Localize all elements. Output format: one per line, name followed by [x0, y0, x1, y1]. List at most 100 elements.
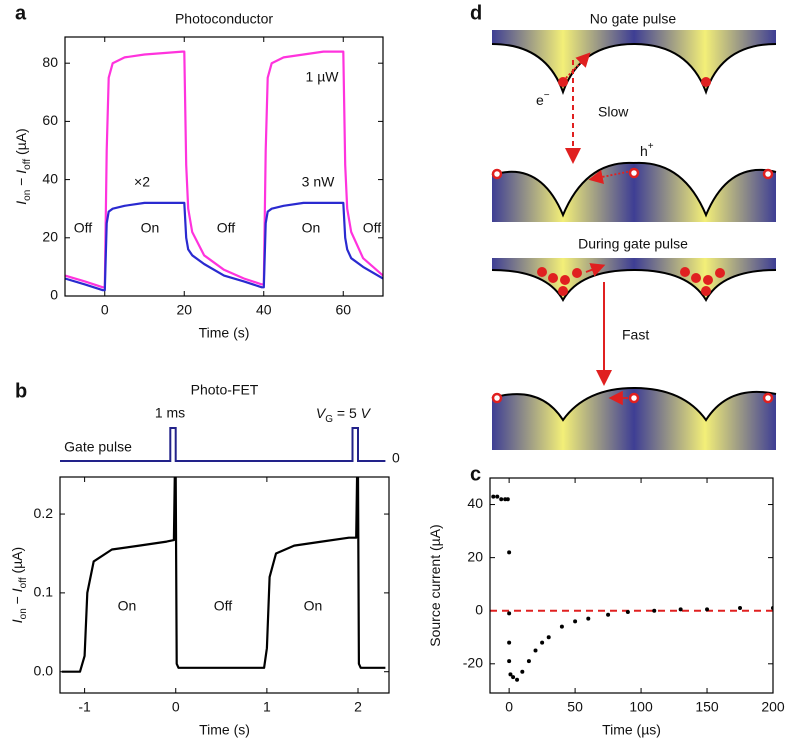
y-axis-label: Ion − Ioff (µA): [13, 128, 33, 204]
panel-label: a: [15, 2, 27, 24]
gate-pulse: [60, 427, 386, 462]
x-tick-label: 20: [176, 302, 192, 318]
point: [573, 619, 578, 624]
text-part: V: [361, 405, 372, 421]
x-tick-label: 100: [629, 699, 653, 715]
panel-label: b: [15, 380, 27, 402]
diagram-panel: d No gate pulse e− Slow h+ During gate p…: [470, 2, 777, 450]
band-edge: [491, 268, 777, 303]
text-part: V: [316, 405, 327, 421]
chart-title: Photoconductor: [175, 11, 273, 27]
hole: [628, 392, 640, 404]
text-part: (µA): [13, 128, 29, 159]
point: [507, 550, 512, 555]
x-tick-label: -1: [78, 699, 91, 715]
point: [507, 611, 512, 616]
y-tick-label: 0: [50, 287, 58, 303]
electron-cluster: [537, 267, 725, 296]
electron: [558, 77, 568, 87]
x-tick-label: 40: [256, 302, 272, 318]
state-title: During gate pulse: [578, 236, 688, 252]
band: [492, 388, 776, 450]
arrow: [585, 263, 606, 277]
x-tick-label: 0: [172, 699, 180, 715]
plot-area: [490, 494, 773, 682]
point: [586, 616, 591, 621]
x-tick-label: 0: [505, 699, 513, 715]
annotation: On: [118, 598, 137, 614]
slow-label: Slow: [598, 104, 629, 120]
annotation: On: [302, 220, 321, 236]
plot-area: [61, 477, 386, 673]
y-tick-label: 20: [467, 548, 483, 564]
electron: [701, 77, 711, 87]
y-tick-label: 0.1: [34, 584, 54, 600]
point: [606, 612, 611, 617]
y-tick-label: 40: [467, 495, 483, 511]
series-label: 3 nW: [302, 174, 335, 190]
x-tick-label: 50: [567, 699, 583, 715]
x-axis-label: Time (µs): [602, 722, 661, 738]
y-tick-label: -20: [463, 655, 483, 671]
point: [511, 675, 516, 680]
point: [491, 494, 496, 499]
point: [546, 635, 551, 640]
hole: [491, 168, 503, 180]
plot-frame: [59, 476, 390, 694]
x-tick-label: 200: [761, 699, 785, 715]
point: [705, 607, 710, 612]
series-line: [65, 201, 383, 292]
text-part: off: [22, 159, 33, 170]
plot-area: [65, 50, 383, 292]
plot-frame: [489, 477, 774, 694]
text-part: −: [13, 174, 29, 190]
annotation: On: [304, 598, 323, 614]
y-axis-label: Source current (µA): [427, 524, 443, 646]
series-line: [61, 477, 386, 673]
annotation: ×2: [134, 174, 150, 190]
electron-label: e−: [536, 90, 550, 108]
text-part: G: [325, 414, 333, 425]
text-part: −: [9, 592, 25, 608]
y-tick-label: 0.2: [34, 505, 54, 521]
band-edge: [491, 42, 777, 95]
y-tick-label: 60: [42, 112, 58, 128]
text-part: I: [13, 170, 29, 174]
x-axis-label: Time (s): [199, 722, 250, 738]
hole: [491, 392, 503, 404]
point: [508, 672, 513, 677]
y-tick-label: 20: [42, 229, 58, 245]
band-edge: [491, 161, 777, 218]
state-title: No gate pulse: [590, 11, 677, 27]
band-edge: [491, 386, 777, 422]
series-line: [65, 50, 383, 289]
pulse-width-label: 1 ms: [155, 405, 185, 421]
text-part: I: [9, 619, 25, 623]
text-part: I: [13, 201, 29, 205]
point: [507, 640, 512, 645]
annotation: Off: [74, 220, 93, 236]
y-tick-label: 0.0: [34, 662, 54, 678]
amplitude-label: VG = 5 V: [316, 405, 372, 425]
band: [492, 258, 776, 300]
band: [492, 162, 776, 222]
band: [492, 30, 776, 92]
x-tick-label: 0: [101, 302, 109, 318]
point: [515, 677, 520, 682]
hole: [628, 167, 640, 179]
x-tick-label: 2: [354, 699, 362, 715]
point: [526, 659, 531, 664]
annotation: Off: [363, 220, 382, 236]
hole: [762, 392, 774, 404]
arrow: [565, 52, 591, 79]
annotation: Off: [217, 220, 236, 236]
x-tick-label: 60: [335, 302, 351, 318]
text-part: I: [9, 588, 25, 592]
point: [499, 497, 504, 502]
panel-label: c: [470, 463, 481, 485]
point: [625, 610, 630, 615]
panel-label: d: [470, 2, 482, 24]
series-label: 1 µW: [306, 69, 340, 85]
plot-frame: [64, 36, 384, 297]
